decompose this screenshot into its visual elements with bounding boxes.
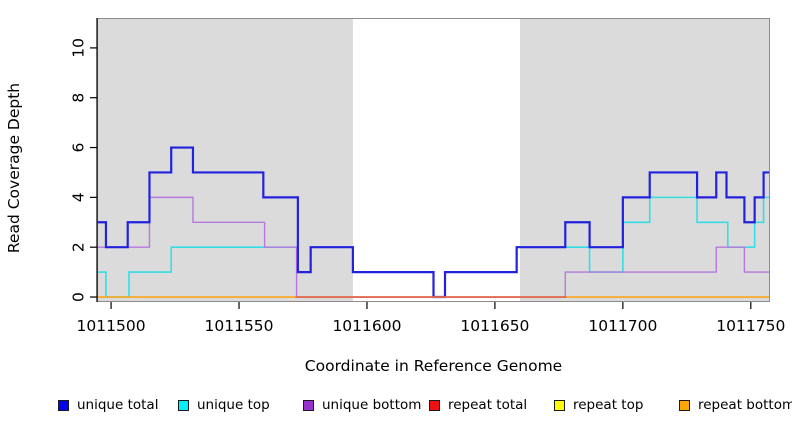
y-axis-title: Read Coverage Depth [5, 82, 23, 254]
legend-item-unique-bottom: unique bottom [303, 396, 421, 414]
legend-label: repeat bottom [698, 397, 792, 413]
legend-item-repeat-bottom: repeat bottom [679, 396, 792, 414]
y-tick-label: 6 [70, 143, 88, 153]
y-tick-label: 2 [70, 242, 88, 252]
x-tick-label: 1011600 [332, 317, 401, 335]
y-tick-label: 10 [70, 38, 88, 58]
unique-region-shading [97, 18, 353, 302]
x-axis-title: Coordinate in Reference Genome [304, 357, 563, 375]
repeat-bottom-swatch-icon [679, 399, 690, 411]
x-tick-label: 1011700 [588, 317, 657, 335]
series-unique-total [97, 146, 770, 299]
unique-total-swatch-icon [58, 399, 69, 411]
repeat-total-swatch-icon [429, 399, 440, 411]
unique-top-swatch-icon [178, 399, 189, 411]
chart-legend: unique total unique top unique bottom re… [0, 396, 792, 420]
y-tick-label: 4 [70, 192, 88, 202]
y-tick-label: 0 [70, 292, 88, 302]
repeat-top-swatch-icon [554, 399, 565, 411]
legend-item-repeat-total: repeat total [429, 396, 527, 414]
legend-label: repeat total [448, 397, 528, 413]
legend-item-repeat-top: repeat top [554, 396, 643, 414]
legend-item-unique-top: unique top [178, 396, 270, 414]
x-tick-label: 1011750 [716, 317, 785, 335]
legend-label: unique top [197, 397, 270, 413]
x-tick-label: 1011650 [460, 317, 529, 335]
series-unique-bottom [97, 196, 770, 298]
y-tick-label: 8 [70, 93, 88, 103]
legend-item-unique-total: unique total [58, 396, 158, 414]
legend-label: repeat top [573, 397, 644, 413]
unique-region-shading [519, 18, 770, 302]
legend-label: unique total [77, 397, 159, 413]
x-tick-label: 1011500 [77, 317, 146, 335]
x-tick-label: 1011550 [205, 317, 274, 335]
unique-bottom-swatch-icon [303, 399, 314, 411]
legend-label: unique bottom [322, 397, 422, 413]
